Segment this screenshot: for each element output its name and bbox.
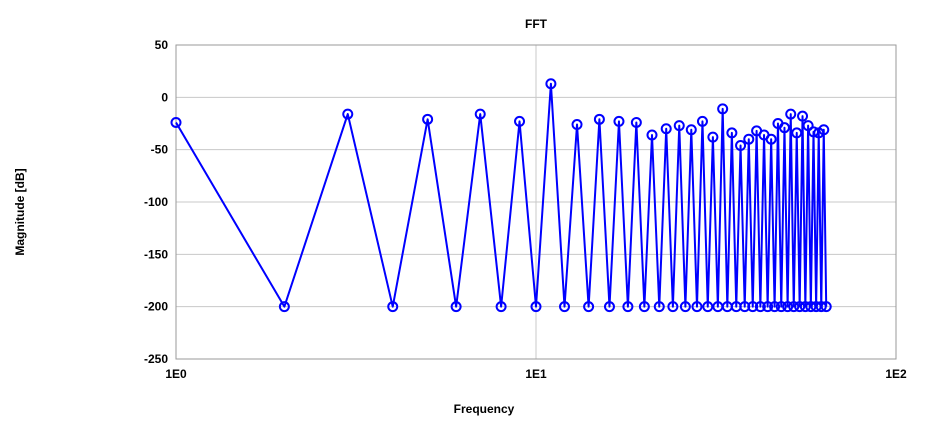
data-point — [660, 123, 672, 135]
data-point — [571, 119, 583, 131]
data-point — [638, 301, 650, 313]
data-point — [691, 301, 703, 313]
chart-title: FFT — [525, 17, 548, 31]
data-point — [762, 301, 774, 313]
data-point — [170, 116, 182, 128]
data-point — [818, 124, 830, 136]
data-point — [791, 127, 803, 139]
x-tick-label: 1E2 — [885, 367, 907, 381]
data-point — [583, 301, 595, 313]
data-point — [630, 116, 642, 128]
data-point — [545, 78, 557, 90]
data-point — [530, 301, 542, 313]
x-tick-label: 1E0 — [165, 367, 187, 381]
data-point — [802, 120, 814, 132]
data-point — [769, 301, 781, 313]
y-axis-label: Magnitude [dB] — [13, 168, 27, 255]
data-point — [747, 301, 759, 313]
data-point — [673, 120, 685, 132]
y-tick-label: -250 — [144, 352, 168, 366]
data-point — [646, 129, 658, 141]
data-point — [422, 113, 434, 125]
data-point — [726, 127, 738, 139]
data-point — [474, 108, 486, 120]
data-point — [788, 301, 800, 313]
data-point — [820, 301, 832, 313]
data-point — [278, 301, 290, 313]
data-point — [514, 115, 526, 127]
data-point — [799, 301, 811, 313]
data-point — [559, 301, 571, 313]
data-point — [754, 301, 766, 313]
data-point — [735, 139, 747, 151]
y-tick-label: -200 — [144, 300, 168, 314]
data-point — [593, 113, 605, 125]
series-line — [175, 82, 828, 308]
data-point — [603, 301, 615, 313]
series-layer — [170, 78, 832, 313]
data-point — [387, 301, 399, 313]
data-point — [653, 301, 665, 313]
data-point — [775, 301, 787, 313]
data-point — [794, 301, 806, 313]
data-point — [782, 301, 794, 313]
data-point — [778, 122, 790, 134]
y-tick-label: -100 — [144, 195, 168, 209]
data-point — [450, 301, 462, 313]
data-point — [495, 301, 507, 313]
data-point — [765, 133, 777, 145]
data-point — [707, 131, 719, 143]
data-point — [685, 124, 697, 136]
data-point — [743, 133, 755, 145]
data-point — [797, 110, 809, 122]
x-tick-label: 1E1 — [525, 367, 547, 381]
data-point — [808, 126, 820, 138]
data-point — [679, 301, 691, 313]
data-point — [805, 301, 817, 313]
data-point — [696, 115, 708, 127]
y-tick-label: 50 — [155, 38, 169, 52]
y-tick-label: -50 — [151, 143, 169, 157]
y-tick-label: -150 — [144, 247, 168, 261]
plot-area — [175, 44, 897, 360]
data-point — [702, 301, 714, 313]
data-point — [717, 103, 729, 115]
data-point — [622, 301, 634, 313]
data-point — [810, 301, 822, 313]
data-point — [613, 115, 625, 127]
data-point — [785, 108, 797, 120]
y-tick-label: 0 — [161, 90, 168, 104]
data-point — [815, 301, 827, 313]
x-axis-label: Frequency — [454, 402, 515, 416]
data-point — [667, 301, 679, 313]
data-point — [342, 108, 354, 120]
